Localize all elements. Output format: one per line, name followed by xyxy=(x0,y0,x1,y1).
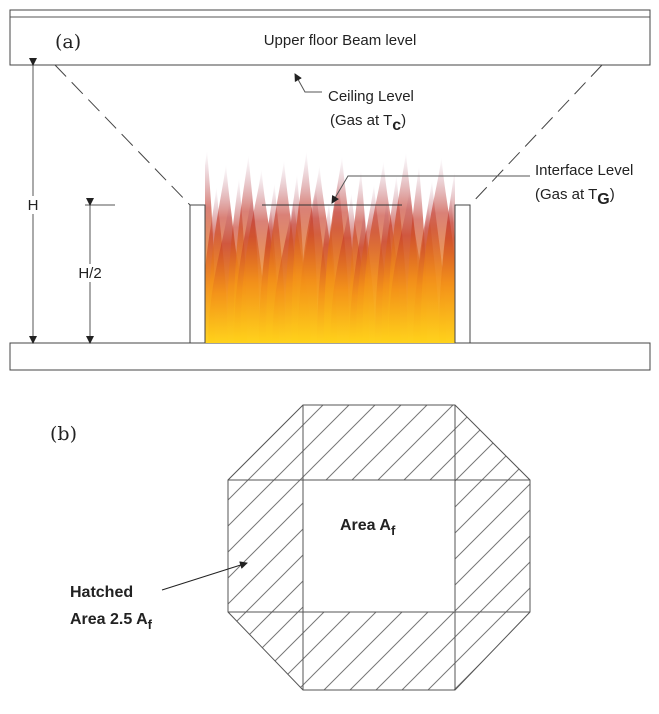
hatched-label: Hatched xyxy=(70,584,133,601)
label-bg xyxy=(76,264,106,282)
area-label: Area Af xyxy=(340,517,396,538)
panel-b: (b) Area Af Hatched Area 2.5 Af xyxy=(50,404,531,691)
plume-edge xyxy=(469,64,603,206)
panel-a: (a) Upper floor Beam level H H/2 Ceiling… xyxy=(9,9,651,371)
plume-edge xyxy=(54,64,191,206)
leader xyxy=(294,73,322,93)
floor-slab xyxy=(9,342,651,371)
ceiling-label: Ceiling Level xyxy=(328,88,414,105)
hatched-area xyxy=(227,404,531,691)
beam-label: Upper floor Beam level xyxy=(264,32,417,49)
h2-label: H/2 xyxy=(78,265,101,282)
interface-label: Interface Level xyxy=(535,162,633,179)
arrow xyxy=(161,561,248,591)
flame xyxy=(439,171,455,343)
wall xyxy=(454,204,471,344)
fire xyxy=(205,150,455,343)
label-bg xyxy=(25,196,41,214)
ceiling-gas: (Gas at Tc) xyxy=(330,112,406,134)
interface-gas: (Gas at TG) xyxy=(535,186,615,208)
panel-label: (a) xyxy=(55,31,81,53)
panel-label: (b) xyxy=(50,423,77,445)
wall xyxy=(189,204,206,344)
h-label: H xyxy=(28,197,39,214)
upper-beam xyxy=(9,9,651,66)
leader xyxy=(331,175,530,204)
hatched-label: Area 2.5 Af xyxy=(70,611,153,632)
